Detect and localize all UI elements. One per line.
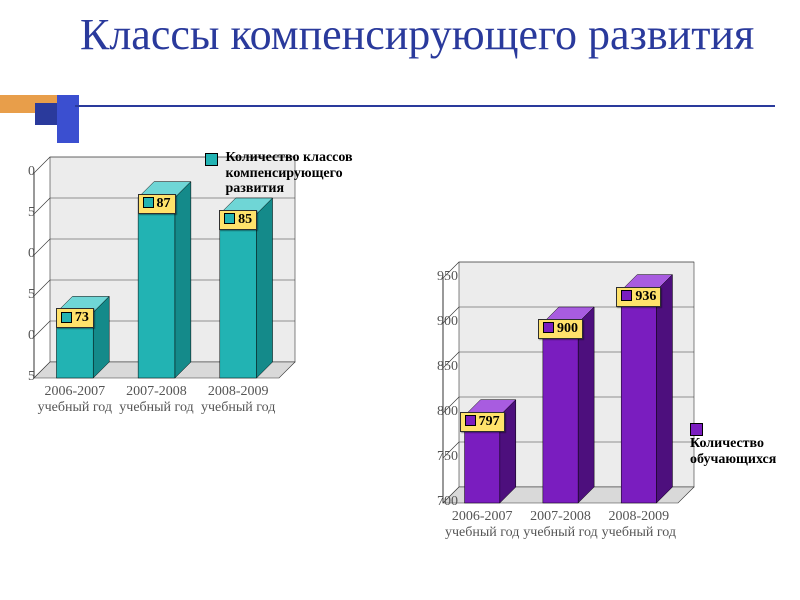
page-title: Классы компенсирующего развития bbox=[80, 12, 754, 58]
x-tick-label: 2007-2008учебный год bbox=[521, 509, 599, 541]
bar-value-label: 936 bbox=[616, 287, 661, 307]
legend-label: Количество обучающихся bbox=[690, 436, 780, 467]
chart-students: 7007508008509009507972006-2007учебный го… bbox=[395, 260, 795, 570]
x-tick-label: 2008-2009учебный год bbox=[600, 509, 678, 541]
legend-classes: Количество классов компенсирующего разви… bbox=[205, 150, 395, 197]
x-tick-label: 2008-2009учебный год bbox=[197, 384, 279, 416]
bar-value-label: 797 bbox=[460, 412, 505, 432]
x-tick-label: 2006-2007учебный год bbox=[443, 509, 521, 541]
x-tick-label: 2006-2007учебный год bbox=[34, 384, 116, 416]
bar-value-label: 900 bbox=[538, 319, 583, 339]
legend-label: Количество классов компенсирующего разви… bbox=[226, 150, 386, 197]
legend-swatch-icon bbox=[205, 153, 218, 166]
bar-value-label: 85 bbox=[219, 210, 257, 230]
bar-value-label: 87 bbox=[138, 194, 176, 214]
bar-value-label: 73 bbox=[56, 308, 94, 328]
x-tick-label: 2007-2008учебный год bbox=[116, 384, 198, 416]
legend-swatch-icon bbox=[690, 423, 703, 436]
legend-students: Количество обучающихся bbox=[690, 420, 800, 467]
